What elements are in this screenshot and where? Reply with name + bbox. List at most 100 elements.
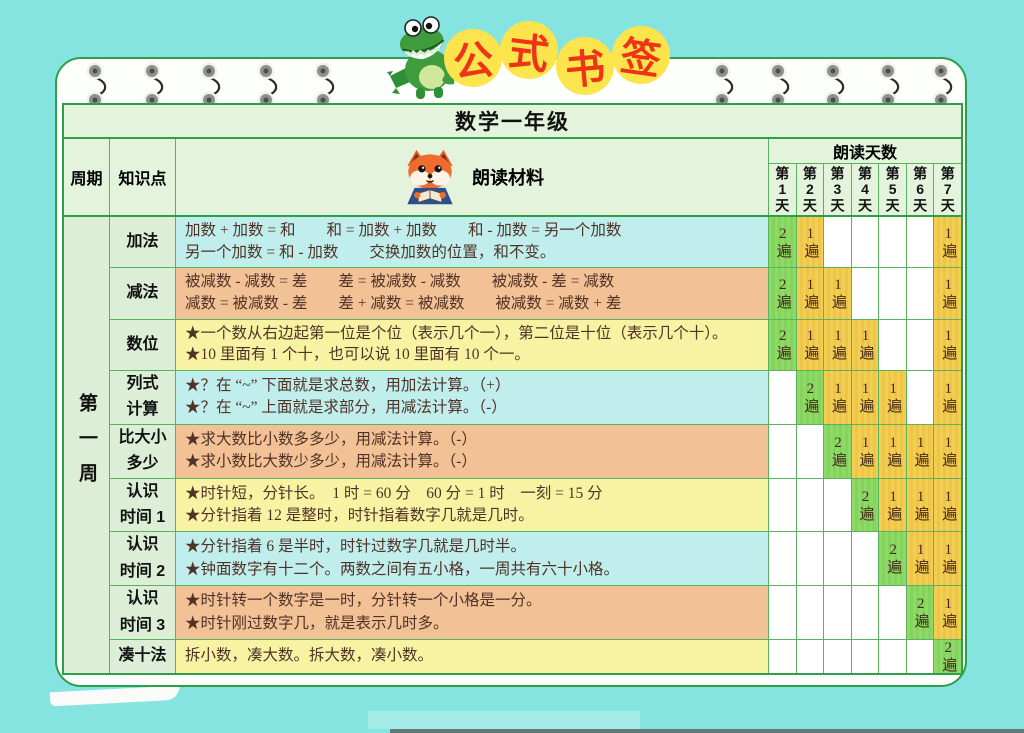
day-cell [823,639,851,673]
day-cell [795,639,824,673]
day-cell [850,639,879,673]
day-cell: 1遍 [795,268,824,319]
day-cell [850,217,879,268]
day-cell [878,217,906,268]
table-row: 列式 计算 ★？在 “~” 下面就是求总数，用加法计算。（+） ★？在 “~” … [110,371,962,425]
next-page-edge [390,729,1024,733]
day-cell: 1遍 [905,424,934,478]
col-header-material: 朗读材料 [472,168,544,188]
day-cell [823,586,851,639]
day-cell: 1遍 [933,268,962,319]
day-cell: 1遍 [850,319,879,371]
day-cell [795,586,824,639]
day-cell [905,319,934,371]
day-cell [905,639,934,673]
material-cell: ★时针短，分针长。 1 时 = 60 分 60 分 = 1 时 一刻 = 15 … [176,478,768,532]
day-cell: 2遍 [768,319,796,371]
day-cell [905,371,934,424]
day-cell [795,478,824,532]
day-cell [905,268,934,319]
subject-title: 数学一年级 [64,105,961,139]
under-page-corner [49,685,181,707]
scan-artifact-patch [368,711,640,729]
day-cell: 1遍 [905,532,934,586]
day-cell: 1遍 [823,371,851,424]
day-cells: 2遍 1遍 1遍 [768,532,962,586]
day-cell: 1遍 [850,371,879,424]
table-row: 认识 时间 1 ★时针短，分针长。 1 时 = 60 分 60 分 = 1 时 … [110,478,962,533]
col-header-material-cell: 朗读材料 [176,139,768,215]
day-cells: 2遍 1遍 1遍 1遍 1遍 [768,371,962,424]
day-cells: 2遍 1遍 1遍 1遍 [768,478,962,532]
knowledge-label: 加法 [110,217,176,268]
day-cell [795,424,824,478]
day-header-1: 第1天 [774,166,791,213]
day-cells: 2遍 1遍 1遍 1遍 1遍 [768,319,962,371]
day-cell [768,424,796,478]
day-cell: 1遍 [795,319,824,371]
table-row: 数位 ★一个数从右边起第一位是个位（表示几个一），第二位是十位（表示几个十）。 … [110,319,962,372]
day-cells: 2遍 1遍 1遍 1遍 [768,268,962,319]
day-cell [823,217,851,268]
day-cells: 2遍 1遍 [768,586,962,639]
fox-mascot-icon [407,149,453,205]
day-header-4: 第4天 [850,164,879,215]
table-row: 减法 被减数 - 减数 = 差 差 = 被减数 - 减数 被减数 - 差 = 减… [110,268,962,320]
material-cell: ★？在 “~” 下面就是求总数，用加法计算。（+） ★？在 “~” 上面就是求部… [176,371,768,424]
day-headers: 第1天 第2天 第3天 第4天 第5天 第6天 第7天 [769,164,961,215]
day-cell: 1遍 [933,586,962,639]
day-cell: 2遍 [768,268,796,319]
knowledge-label: 认识 时间 1 [110,478,176,532]
day-cell: 1遍 [933,532,962,586]
material-cell: ★求大数比小数多多少，用减法计算。（-） ★求小数比大数少多少，用减法计算。（-… [176,424,768,478]
day-cell: 1遍 [878,424,906,478]
day-cell [850,268,879,319]
day-cell [878,639,906,673]
day-cell: 1遍 [933,217,962,268]
day-cell: 1遍 [933,478,962,532]
period-cell: 第一周 [64,217,110,673]
knowledge-label: 数位 [110,319,176,371]
table-header: 周期 知识点 [64,139,961,217]
day-cell: 1遍 [933,424,962,478]
day-cell [850,586,879,639]
day-header-2: 第2天 [795,164,824,215]
material-cell: ★时针转一个数字是一时，分针转一个小格是一分。 ★时针刚过数字几，就是表示几时多… [176,586,768,639]
day-header-7: 第7天 [933,164,961,215]
day-cell [768,371,796,424]
day-cell: 1遍 [905,478,934,532]
material-cell: ★一个数从右边起第一位是个位（表示几个一），第二位是十位（表示几个十）。 ★10… [176,319,768,371]
day-cell: 2遍 [823,424,851,478]
day-header-5: 第5天 [878,164,906,215]
day-cell [850,532,879,586]
knowledge-label: 认识 时间 2 [110,532,176,586]
day-cell [878,268,906,319]
day-cell [768,532,796,586]
day-header-3: 第3天 [823,164,851,215]
day-cell: 1遍 [933,319,962,371]
material-cell: ★分针指着 6 是半时，时针过数字几就是几时半。 ★钟面数字有十二个。两数之间有… [176,532,768,586]
day-cell: 1遍 [933,371,962,424]
day-cell [905,217,934,268]
rows: 加法 加数 + 加数 = 和 和 = 加数 + 加数 和 - 加数 = 另一个加… [110,217,962,673]
table-body: 第一周 加法 加数 + 加数 = 和 和 = 加数 + 加数 和 - 加数 = … [64,217,962,673]
day-cell [823,532,851,586]
day-cell: 2遍 [795,371,824,424]
day-cells: 2遍 1遍 1遍 1遍 1遍 [768,424,962,478]
formula-table: 数学一年级 周期 知识点 [62,103,963,675]
col-header-knowledge: 知识点 [110,139,176,215]
day-cell: 1遍 [850,424,879,478]
days-header-block: 朗读天数 第1天 第2天 第3天 第4天 第5天 第6天 第7天 [768,139,961,215]
table-row: 比大小 多少 ★求大数比小数多多少，用减法计算。（-） ★求小数比大数少多少，用… [110,424,962,479]
table-row: 认识 时间 3 ★时针转一个数字是一时，分针转一个小格是一分。 ★时针刚过数字几… [110,586,962,640]
knowledge-label: 凑十法 [110,639,176,673]
day-cell: 1遍 [823,319,851,371]
day-cell [878,319,906,371]
day-cell: 1遍 [795,217,824,268]
day-cell: 2遍 [933,639,962,673]
day-cell [768,478,796,532]
day-cells: 2遍 1遍 1遍 [768,217,962,268]
knowledge-label: 列式 计算 [110,371,176,424]
day-header-6: 第6天 [905,164,934,215]
